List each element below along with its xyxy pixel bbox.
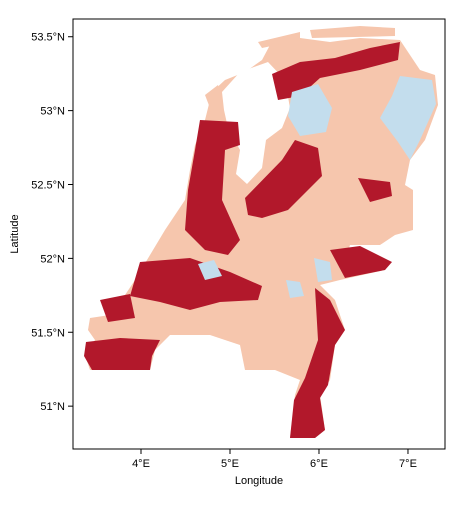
y-axis-title: Latitude xyxy=(9,214,21,253)
class-patch xyxy=(198,260,222,280)
class-patch xyxy=(286,280,304,298)
island xyxy=(205,85,222,108)
class-patch xyxy=(290,288,345,438)
land-area xyxy=(85,38,438,438)
island xyxy=(258,32,300,48)
plot-frame xyxy=(72,18,446,450)
x-tick-label: 5°E xyxy=(221,458,239,470)
class-patch xyxy=(130,258,262,310)
y-tick-label: 52°N xyxy=(40,253,65,265)
x-axis-title: Longitude xyxy=(235,475,283,487)
y-tick-label: 53°N xyxy=(40,106,65,118)
y-tick-label: 51°N xyxy=(40,401,65,413)
class-patch xyxy=(84,338,160,370)
y-tick-label: 52.5°N xyxy=(31,179,65,191)
class-patch xyxy=(185,120,240,255)
class-patch xyxy=(358,178,392,202)
x-tick-label: 4°E xyxy=(132,458,150,470)
y-tick-label: 53.5°N xyxy=(31,32,65,44)
class-patch xyxy=(245,140,322,218)
class-patch xyxy=(288,84,332,136)
y-tick-label: 51.5°N xyxy=(31,327,65,339)
class-patch xyxy=(272,42,400,100)
class-patch xyxy=(330,246,392,278)
x-tick-label: 6°E xyxy=(310,458,328,470)
class-patch xyxy=(314,258,332,282)
class-patch xyxy=(380,76,436,160)
x-tick-label: 7°E xyxy=(399,458,417,470)
island xyxy=(310,26,395,38)
raster-map xyxy=(84,26,438,438)
class-patch xyxy=(100,294,135,322)
lake xyxy=(222,62,290,184)
